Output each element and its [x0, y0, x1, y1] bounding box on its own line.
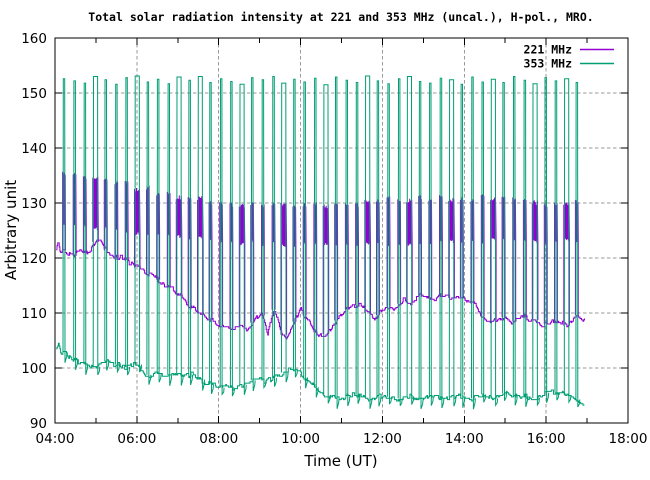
y-tick-label: 140 [21, 141, 47, 157]
y-tick-label: 130 [21, 196, 47, 212]
series-221mhz-line [56, 171, 585, 340]
y-tick-label: 110 [21, 306, 47, 322]
y-tick-label: 160 [21, 31, 47, 47]
axis-layer [54, 37, 629, 424]
x-tick-label: 14:00 [445, 431, 484, 447]
legend-label-221: 221 MHz [524, 43, 573, 57]
x-tick-label: 12:00 [363, 431, 402, 447]
chart-title: Total solar radiation intensity at 221 a… [88, 10, 593, 24]
tick-label-layer: 04:00 06:00 08:00 10:00 12:00 14:00 16:00 18:00… [21, 31, 647, 447]
y-tick-label: 100 [21, 361, 47, 377]
x-tick-label: 16:00 [527, 431, 566, 447]
y-tick-label: 150 [21, 86, 47, 102]
legend: 221 MHz 353 MHz [524, 43, 614, 71]
x-tick-label: 08:00 [199, 431, 238, 447]
grid-layer [55, 38, 628, 423]
x-tick-label: 18:00 [609, 431, 648, 447]
x-tick-label: 10:00 [281, 431, 320, 447]
x-tick-label: 06:00 [117, 431, 156, 447]
y-tick-label: 90 [30, 416, 47, 432]
plot-border [54, 37, 629, 424]
series-353mhz-line [56, 75, 585, 410]
y-tick-label: 120 [21, 251, 47, 267]
x-axis-label: Time (UT) [303, 452, 377, 470]
legend-label-353: 353 MHz [524, 57, 573, 71]
x-tick-label: 04:00 [36, 431, 75, 447]
y-axis-label: Arbitrary unit [2, 180, 20, 280]
series-layer [56, 75, 585, 410]
